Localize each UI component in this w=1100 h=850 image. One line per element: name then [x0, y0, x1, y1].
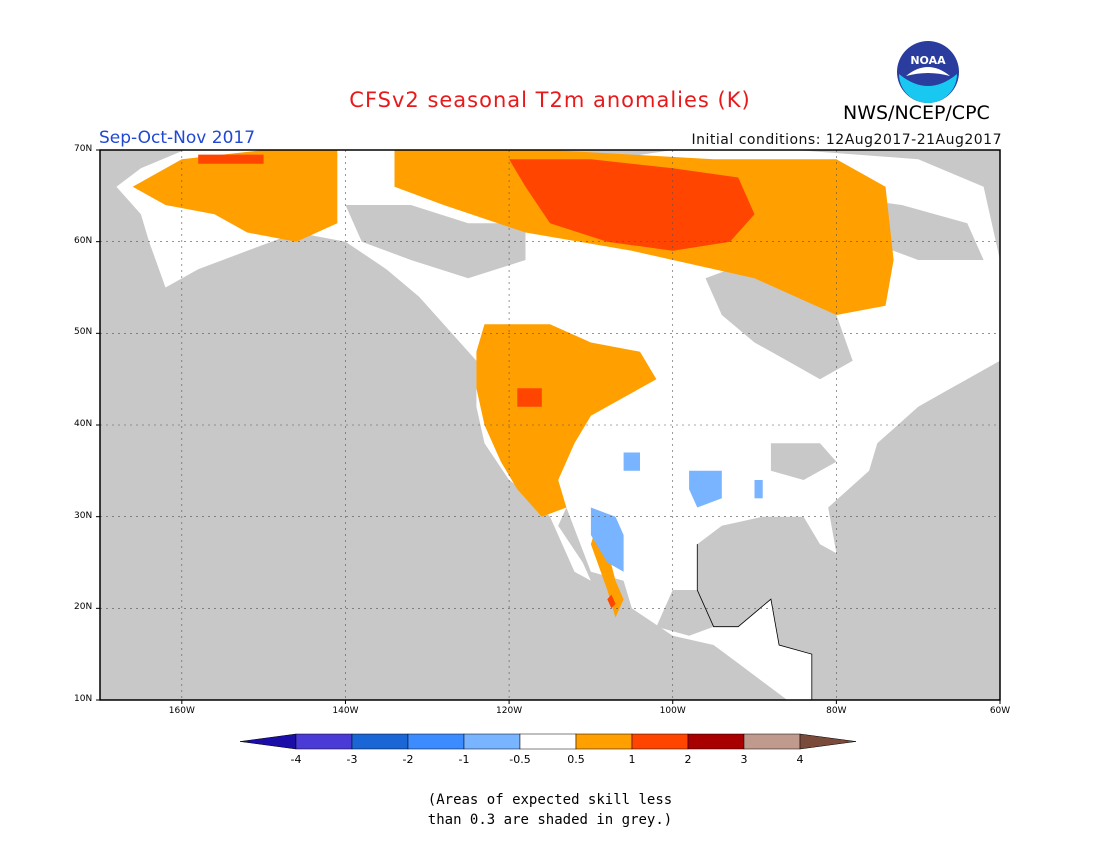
grey-region-mexico: [656, 590, 714, 636]
colorbar-label--2: -2: [402, 753, 414, 766]
lat-label-10N: 10N: [74, 694, 93, 704]
organization-label: NWS/NCEP/CPC: [843, 102, 990, 124]
colorbar: [239, 733, 857, 750]
strong-warm-region-north-alaska: [198, 154, 264, 164]
cool-region-texas: [689, 470, 722, 508]
cool-region-mississippi: [754, 480, 763, 499]
lon-label-60W: 60W: [989, 706, 1011, 716]
strong-warm-region-oregon: [517, 388, 542, 407]
forecast-period: Sep-Oct-Nov 2017: [99, 128, 256, 148]
strong-warm-region-mexico: [607, 594, 616, 609]
skill-note-line2: than 0.3 are shaded in grey.): [427, 812, 673, 828]
lon-label-160W: 160W: [168, 706, 195, 716]
cool-region-nw-mexico: [590, 507, 624, 572]
lat-label-30N: 30N: [74, 510, 93, 521]
colorbar-swatch-4: [463, 733, 521, 750]
colorbar-label--1: -1: [458, 753, 470, 766]
grey-region-hudson: [705, 260, 853, 380]
warm-region-west-us: [476, 324, 657, 517]
lon-label-140W: 140W: [332, 706, 359, 716]
lat-label-20N: 20N: [74, 602, 93, 613]
map-title: CFSv2 seasonal T2m anomalies (K): [349, 88, 751, 112]
cool-region-new-mexico: [623, 452, 640, 471]
svg-text:NOAA: NOAA: [910, 54, 946, 67]
colorbar-swatch-5: [519, 733, 577, 750]
coastline-gulf: [696, 544, 813, 700]
colorbar-label-4: 4: [796, 753, 804, 766]
colorbar-swatch-3: [407, 733, 465, 750]
colorbar-label-1: 1: [628, 753, 636, 766]
noaa-logo-icon: NOAA: [897, 41, 959, 103]
colorbar-swatch-2: [351, 733, 409, 750]
strong-warm-region-canada: [509, 159, 755, 251]
colorbar-swatch-8: [687, 733, 745, 750]
colorbar-swatch-1: [295, 733, 353, 750]
grey-region-nw-canada: [345, 205, 526, 279]
lat-label-70N: 70N: [74, 144, 93, 154]
lat-label-40N: 40N: [74, 419, 93, 429]
colorbar-lower-arrow: [239, 733, 297, 750]
colorbar-swatch-9: [743, 733, 801, 750]
lat-label-60N: 60N: [74, 235, 93, 246]
grey-region-southeast: [770, 443, 837, 480]
map-area: [100, 150, 1000, 700]
lat-label-50N: 50N: [74, 327, 93, 338]
colorbar-label-2: 2: [684, 753, 692, 766]
colorbar-swatch-6: [575, 733, 633, 750]
colorbar-upper-arrow: [799, 733, 857, 750]
colorbar-label-0.5: 0.5: [567, 753, 585, 766]
initial-conditions: Initial conditions: 12Aug2017-21Aug2017: [691, 132, 1002, 148]
lon-label-100W: 100W: [659, 706, 686, 716]
skill-note-line1: (Areas of expected skill less: [427, 792, 673, 808]
colorbar-label--4: -4: [290, 753, 302, 766]
colorbar-swatch-7: [631, 733, 689, 750]
warm-region-alaska: [132, 150, 338, 242]
colorbar-label-3: 3: [740, 753, 748, 766]
colorbar-label--0.5: -0.5: [509, 753, 531, 766]
lon-label-120W: 120W: [496, 706, 523, 716]
lon-label-80W: 80W: [826, 706, 847, 716]
colorbar-label--3: -3: [346, 753, 358, 766]
